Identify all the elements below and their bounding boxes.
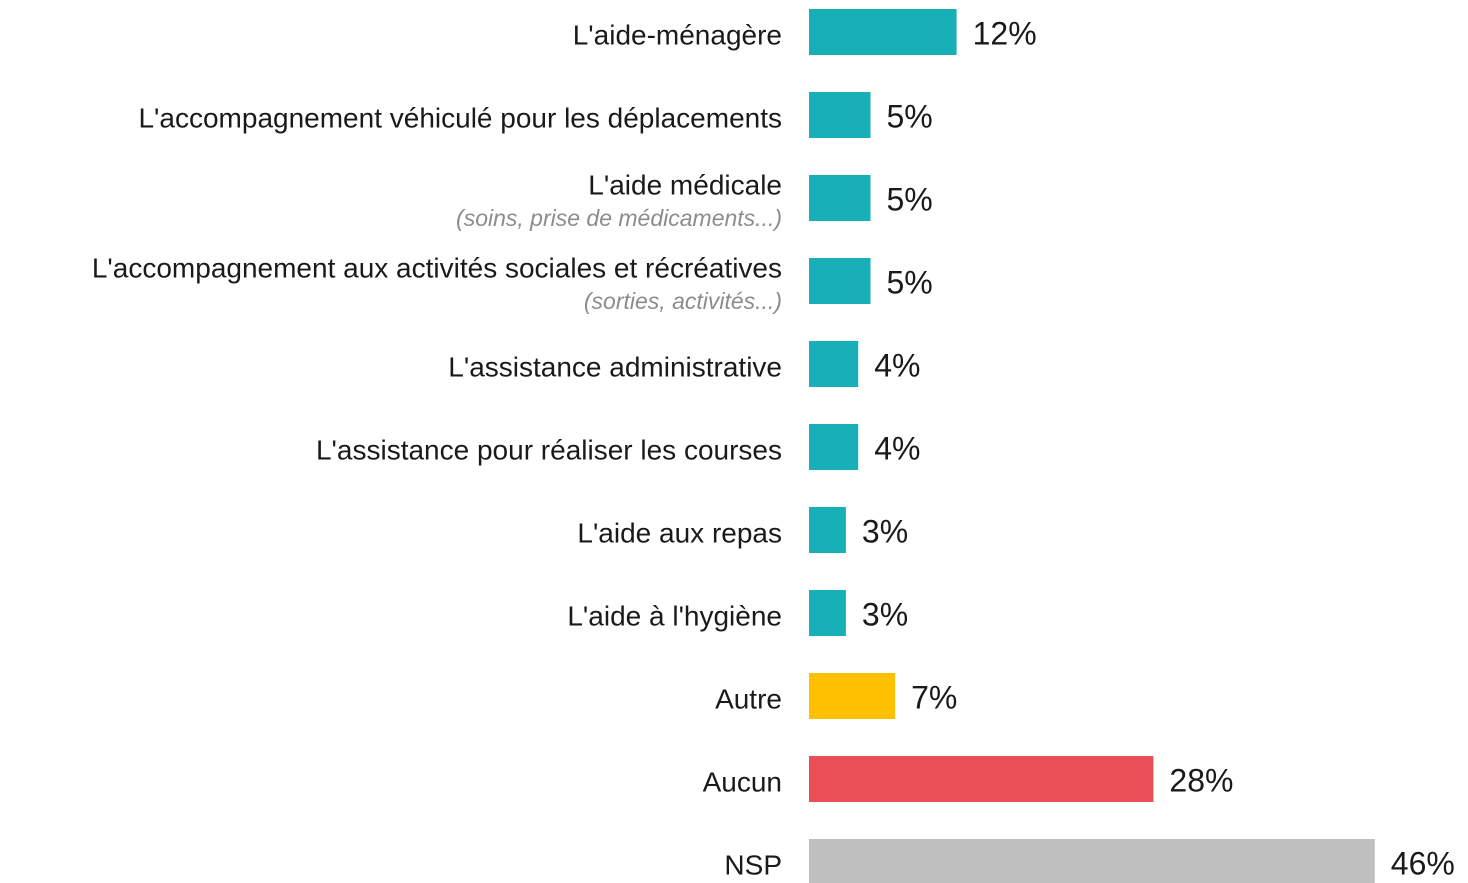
bar: [809, 507, 846, 553]
category-label: L'aide aux repas: [577, 517, 782, 548]
value-label: 4%: [874, 347, 920, 383]
value-label: 12%: [973, 15, 1037, 51]
bar: [809, 673, 896, 719]
category-label: Autre: [715, 683, 782, 714]
category-label: L'accompagnement aux activités sociales …: [92, 252, 782, 283]
bar: [809, 590, 846, 636]
value-label: 7%: [911, 679, 957, 715]
bar: [809, 756, 1154, 802]
value-label: 28%: [1169, 762, 1233, 798]
value-label: 46%: [1391, 845, 1455, 881]
bar: [809, 341, 859, 387]
category-label: L'aide médicale: [588, 169, 782, 200]
value-label: 5%: [887, 181, 933, 217]
category-subtitle: (sorties, activités...): [584, 288, 782, 314]
value-label: 5%: [887, 264, 933, 300]
category-label: L'accompagnement véhiculé pour les dépla…: [138, 102, 782, 133]
bar: [809, 424, 859, 470]
value-label: 3%: [862, 513, 908, 549]
value-label: 4%: [874, 430, 920, 466]
bar: [809, 258, 871, 304]
bar: [809, 175, 871, 221]
category-label: Aucun: [703, 766, 782, 797]
bar: [809, 839, 1375, 883]
category-subtitle: (soins, prise de médicaments...): [456, 205, 782, 231]
category-label: L'assistance pour réaliser les courses: [316, 434, 782, 465]
category-label: L'aide à l'hygiène: [567, 600, 782, 631]
category-label: L'aide-ménagère: [573, 19, 782, 50]
bar: [809, 92, 871, 138]
category-label: L'assistance administrative: [448, 351, 782, 382]
value-label: 5%: [887, 98, 933, 134]
bar: [809, 9, 957, 55]
category-label: NSP: [724, 849, 782, 880]
value-label: 3%: [862, 596, 908, 632]
